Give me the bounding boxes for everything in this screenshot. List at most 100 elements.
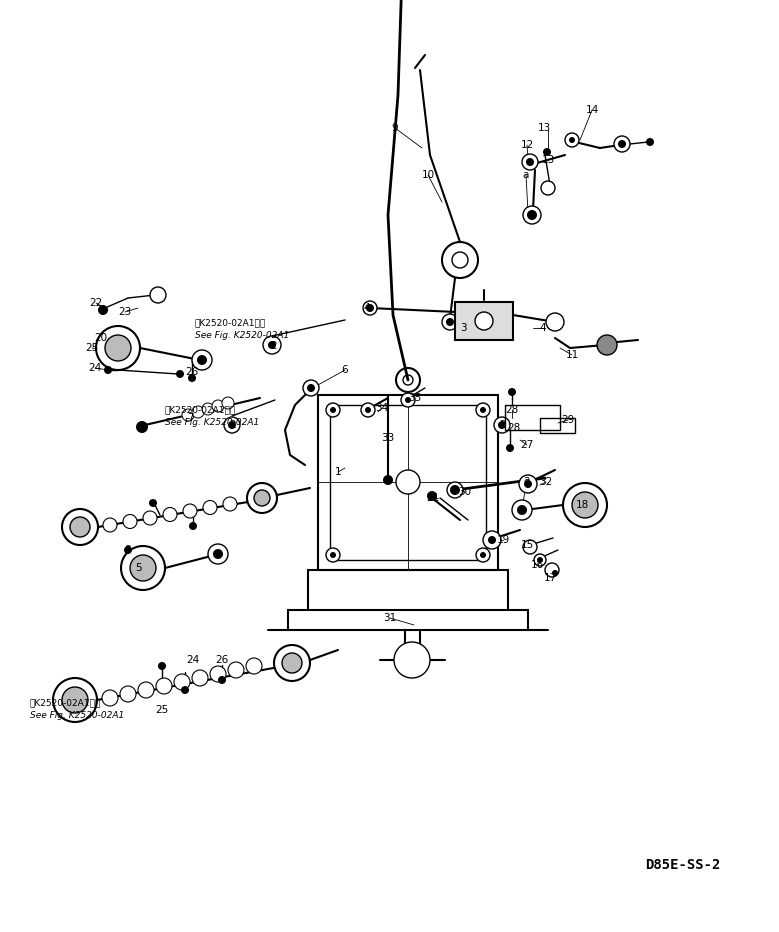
Circle shape <box>181 686 189 694</box>
Text: 9: 9 <box>392 123 398 133</box>
Text: 4: 4 <box>540 323 546 333</box>
Text: 30: 30 <box>458 487 471 497</box>
Text: 図K2520-02A1参照: 図K2520-02A1参照 <box>165 405 236 414</box>
Circle shape <box>524 480 532 488</box>
Text: 29: 29 <box>562 415 575 425</box>
Text: 10: 10 <box>421 170 435 180</box>
Text: 11: 11 <box>566 350 579 360</box>
Text: a: a <box>523 170 529 180</box>
Circle shape <box>326 403 340 417</box>
Circle shape <box>450 485 460 495</box>
Circle shape <box>124 546 132 554</box>
Circle shape <box>403 375 413 385</box>
Text: See Fig. K2520-02A1: See Fig. K2520-02A1 <box>195 331 289 340</box>
Circle shape <box>546 313 564 331</box>
Text: 15: 15 <box>520 540 534 550</box>
Circle shape <box>96 326 140 370</box>
Circle shape <box>203 500 217 514</box>
Circle shape <box>569 137 575 143</box>
Circle shape <box>363 301 377 315</box>
Circle shape <box>476 403 490 417</box>
Circle shape <box>523 206 541 224</box>
Circle shape <box>174 674 190 690</box>
Circle shape <box>572 492 598 518</box>
Circle shape <box>192 670 208 686</box>
Circle shape <box>176 370 184 378</box>
Text: 27: 27 <box>520 440 534 450</box>
Text: 2: 2 <box>270 341 277 351</box>
Circle shape <box>447 482 463 498</box>
Circle shape <box>494 417 510 433</box>
Circle shape <box>274 645 310 681</box>
Text: 22: 22 <box>90 298 103 308</box>
Circle shape <box>62 687 88 713</box>
Text: 31: 31 <box>383 613 397 623</box>
Text: 26: 26 <box>215 655 228 665</box>
Circle shape <box>62 509 98 545</box>
Circle shape <box>224 417 240 433</box>
Circle shape <box>365 407 371 413</box>
Circle shape <box>218 676 226 684</box>
Circle shape <box>541 181 555 195</box>
Circle shape <box>565 133 579 147</box>
Circle shape <box>223 497 237 511</box>
Circle shape <box>202 403 214 415</box>
Circle shape <box>366 304 374 312</box>
Text: 6: 6 <box>342 365 348 375</box>
Circle shape <box>53 678 97 722</box>
Circle shape <box>534 554 546 566</box>
Bar <box>455 302 513 340</box>
Circle shape <box>210 666 226 682</box>
Text: 13: 13 <box>541 155 555 165</box>
Bar <box>318 395 498 570</box>
Circle shape <box>396 368 420 392</box>
Circle shape <box>361 403 375 417</box>
Circle shape <box>543 148 551 156</box>
Bar <box>330 405 486 560</box>
Circle shape <box>442 242 478 278</box>
Circle shape <box>222 397 234 409</box>
Circle shape <box>213 549 223 559</box>
Circle shape <box>156 678 172 694</box>
Circle shape <box>480 407 486 413</box>
Circle shape <box>192 350 212 370</box>
Text: 28: 28 <box>507 423 520 433</box>
Circle shape <box>330 407 336 413</box>
Circle shape <box>182 409 194 421</box>
Text: 13: 13 <box>538 123 551 133</box>
Text: 18: 18 <box>576 500 589 510</box>
Circle shape <box>396 470 420 494</box>
Circle shape <box>102 690 118 706</box>
Circle shape <box>523 540 537 554</box>
Circle shape <box>475 312 493 330</box>
Text: 25: 25 <box>86 343 99 353</box>
Circle shape <box>303 380 319 396</box>
Text: 8: 8 <box>125 545 132 555</box>
Circle shape <box>442 314 458 330</box>
Circle shape <box>136 421 148 433</box>
Circle shape <box>228 421 236 429</box>
Text: 20: 20 <box>94 333 108 343</box>
Circle shape <box>476 548 490 562</box>
Circle shape <box>138 682 154 698</box>
Circle shape <box>383 475 393 485</box>
Circle shape <box>506 444 514 452</box>
Text: 3: 3 <box>460 323 467 333</box>
Text: 23: 23 <box>118 307 132 317</box>
Circle shape <box>480 552 486 558</box>
Circle shape <box>282 653 302 673</box>
Text: See Fig. K2520-02A1: See Fig. K2520-02A1 <box>165 418 259 427</box>
Circle shape <box>405 397 411 403</box>
Circle shape <box>188 374 196 382</box>
Circle shape <box>563 483 607 527</box>
Circle shape <box>228 662 244 678</box>
Circle shape <box>545 563 559 577</box>
Text: 16: 16 <box>530 560 544 570</box>
Text: 12: 12 <box>520 140 534 150</box>
Circle shape <box>307 384 315 392</box>
Circle shape <box>527 210 537 220</box>
Circle shape <box>105 335 131 361</box>
Circle shape <box>104 366 112 374</box>
Circle shape <box>212 400 224 412</box>
Circle shape <box>247 483 277 513</box>
